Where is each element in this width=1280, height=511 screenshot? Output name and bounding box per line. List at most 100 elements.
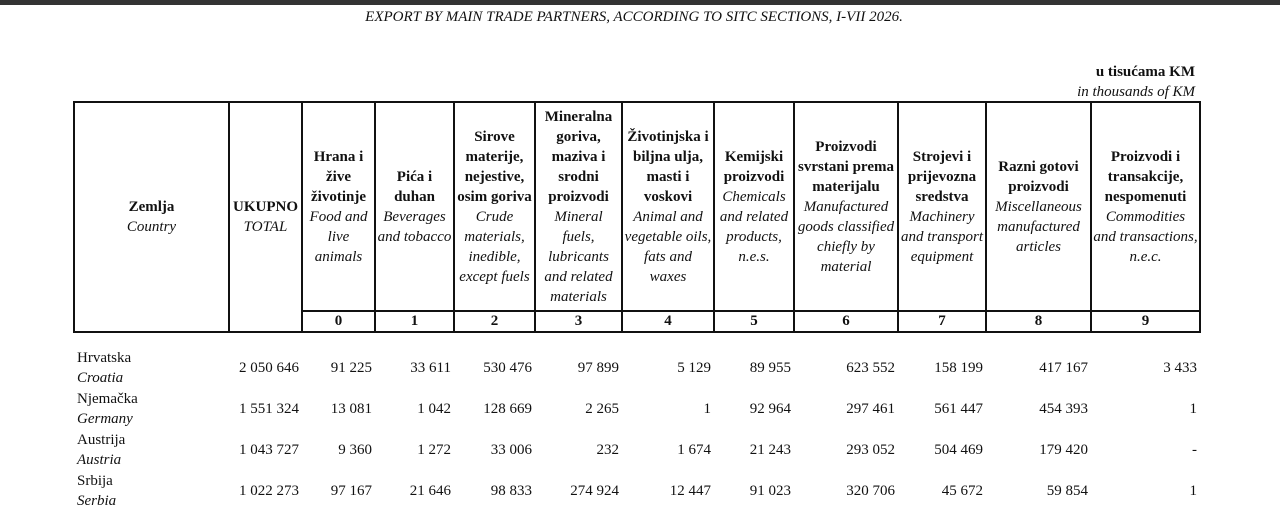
value-cell: 21 243: [749, 441, 791, 458]
column-code: 3: [534, 310, 623, 333]
column-local: Pića i duhan: [394, 168, 435, 205]
value-cell: 1: [1189, 400, 1198, 417]
data-row: Srbija Serbia 1 022 273 97 167 21 646 98 833 2…: [74, 470, 1200, 511]
column-local: Proizvodi svrstani prema materijalu: [798, 138, 894, 195]
spacer-cell: [74, 332, 1200, 347]
country-local: Austrija: [77, 431, 126, 448]
data-row: Hrvatska Croatia 2 050 646 91 225 33 611 530 …: [74, 347, 1200, 388]
column-code: 8: [985, 310, 1092, 333]
column-header: Zemlja Country: [73, 101, 230, 333]
column-english: Animal and vegetable oils, fats and waxe…: [624, 208, 712, 285]
column-english: Miscellaneous manufactured articles: [995, 198, 1082, 255]
country-cell: Njemačka Germany: [74, 388, 229, 429]
value-cell: 9 360: [338, 441, 372, 458]
value-cell: 89 955: [749, 359, 791, 376]
value-cell: 5 129: [677, 359, 711, 376]
value-cell: 1 043 727: [239, 441, 299, 458]
country-local: Hrvatska: [77, 349, 132, 366]
value-cell: 504 469: [934, 441, 983, 458]
top-bar: [0, 0, 1280, 5]
value-cell: 454 393: [1039, 400, 1088, 417]
column-header: Proizvodi svrstani prema materijalu Manuf…: [793, 101, 899, 312]
value-cell: 91 225: [330, 359, 372, 376]
value-cell: 97 899: [577, 359, 619, 376]
value-cell: 1 022 273: [239, 482, 299, 499]
value-cell: 1: [1189, 482, 1198, 499]
value-cell: 297 461: [846, 400, 895, 417]
column-header: Životinjska i biljna ulja, masti i vosko…: [621, 101, 715, 312]
value-cell: 33 006: [490, 441, 532, 458]
value-cell: 33 611: [410, 359, 451, 376]
value-cell: 1: [703, 400, 712, 417]
value-cell: 59 854: [1046, 482, 1088, 499]
unit-local: u tisućama KM: [1095, 64, 1195, 80]
value-cell: 97 167: [330, 482, 372, 499]
value-cell: 128 669: [483, 400, 532, 417]
column-code: 6: [793, 310, 899, 333]
column-code: 2: [453, 310, 536, 333]
column-code: 5: [713, 310, 795, 333]
column-english: Crude materials, inedible, except fuels: [459, 208, 530, 285]
country-cell: Hrvatska Croatia: [74, 347, 229, 388]
column-local: Zemlja: [128, 199, 175, 215]
country-english: Germany: [77, 410, 133, 427]
column-header: Strojevi i prijevozna sredstva Machinery …: [897, 101, 987, 312]
value-cell: 293 052: [846, 441, 895, 458]
column-english: Manufactured goods classified chiefly by…: [797, 198, 895, 275]
unit-english: in thousands of KM: [1077, 84, 1195, 100]
country-english: Croatia: [77, 369, 124, 386]
value-cell: 1 272: [417, 441, 451, 458]
column-header: Kemijski proizvodi Chemicals and related …: [713, 101, 795, 312]
spacer: [74, 332, 1200, 347]
value-cell: 232: [596, 441, 620, 458]
value-cell: 274 924: [570, 482, 619, 499]
value-cell: 13 081: [330, 400, 372, 417]
column-header: Pića i duhan Beverages and tobacco: [374, 101, 455, 312]
value-cell: 21 646: [409, 482, 451, 499]
value-cell: 12 447: [669, 482, 711, 499]
column-code: 9: [1090, 310, 1201, 333]
column-english: Food and live animals: [309, 208, 368, 265]
column-english: Mineral fuels, lubricants and related ma…: [544, 208, 613, 305]
column-local: Razni gotovi proizvodi: [998, 158, 1079, 195]
column-header: Sirove materije, nejestive, osim goriva C…: [453, 101, 536, 312]
value-cell: 98 833: [490, 482, 532, 499]
column-code: 0: [301, 310, 376, 333]
column-english: Machinery and transport equipment: [900, 208, 984, 265]
column-local: Hrana i žive životinje: [311, 148, 366, 205]
value-cell: 1 551 324: [239, 400, 299, 417]
header-row: Zemlja Country UKUPNO TOTAL Hrana i žive živ…: [73, 101, 1201, 333]
column-local: Životinjska i biljna ulja, masti i vosko…: [627, 128, 709, 205]
value-cell: 1 674: [677, 441, 711, 458]
country-english: Serbia: [77, 492, 117, 509]
value-cell: -: [1192, 441, 1197, 458]
data-row: Njemačka Germany 1 551 324 13 081 1 042 128 6…: [74, 388, 1200, 429]
value-cell: 530 476: [483, 359, 532, 376]
column-english: Country: [126, 219, 177, 235]
value-cell: 179 420: [1039, 441, 1088, 458]
column-header: UKUPNO TOTAL: [228, 101, 303, 333]
column-code: 4: [621, 310, 715, 333]
column-header: Mineralna goriva, maziva i srodni proizv…: [534, 101, 623, 312]
column-english: Beverages and tobacco: [377, 208, 452, 245]
column-code: 7: [897, 310, 987, 333]
country-cell: Srbija Serbia: [74, 470, 229, 511]
value-cell: 3 433: [1163, 359, 1197, 376]
column-english: Commodities and transactions, n.e.c.: [1093, 208, 1198, 265]
value-cell: 623 552: [846, 359, 895, 376]
column-local: Proizvodi i transakcije, nespomenuti: [1104, 148, 1187, 205]
value-cell: 320 706: [846, 482, 895, 499]
column-local: Strojevi i prijevozna sredstva: [907, 148, 977, 205]
value-cell: 2 050 646: [239, 359, 299, 376]
column-code: 1: [374, 310, 455, 333]
value-cell: 45 672: [941, 482, 983, 499]
title: EXPORT BY MAIN TRADE PARTNERS, ACCORDING…: [365, 9, 903, 25]
value-cell: 1 042: [417, 400, 451, 417]
value-cell: 158 199: [934, 359, 983, 376]
export-table: Zemlja Country UKUPNO TOTAL Hrana i žive živ…: [73, 101, 1201, 511]
country-local: Srbija: [77, 472, 113, 489]
value-cell: 417 167: [1039, 359, 1088, 376]
country-local: Njemačka: [77, 390, 138, 407]
column-local: UKUPNO: [233, 199, 298, 215]
